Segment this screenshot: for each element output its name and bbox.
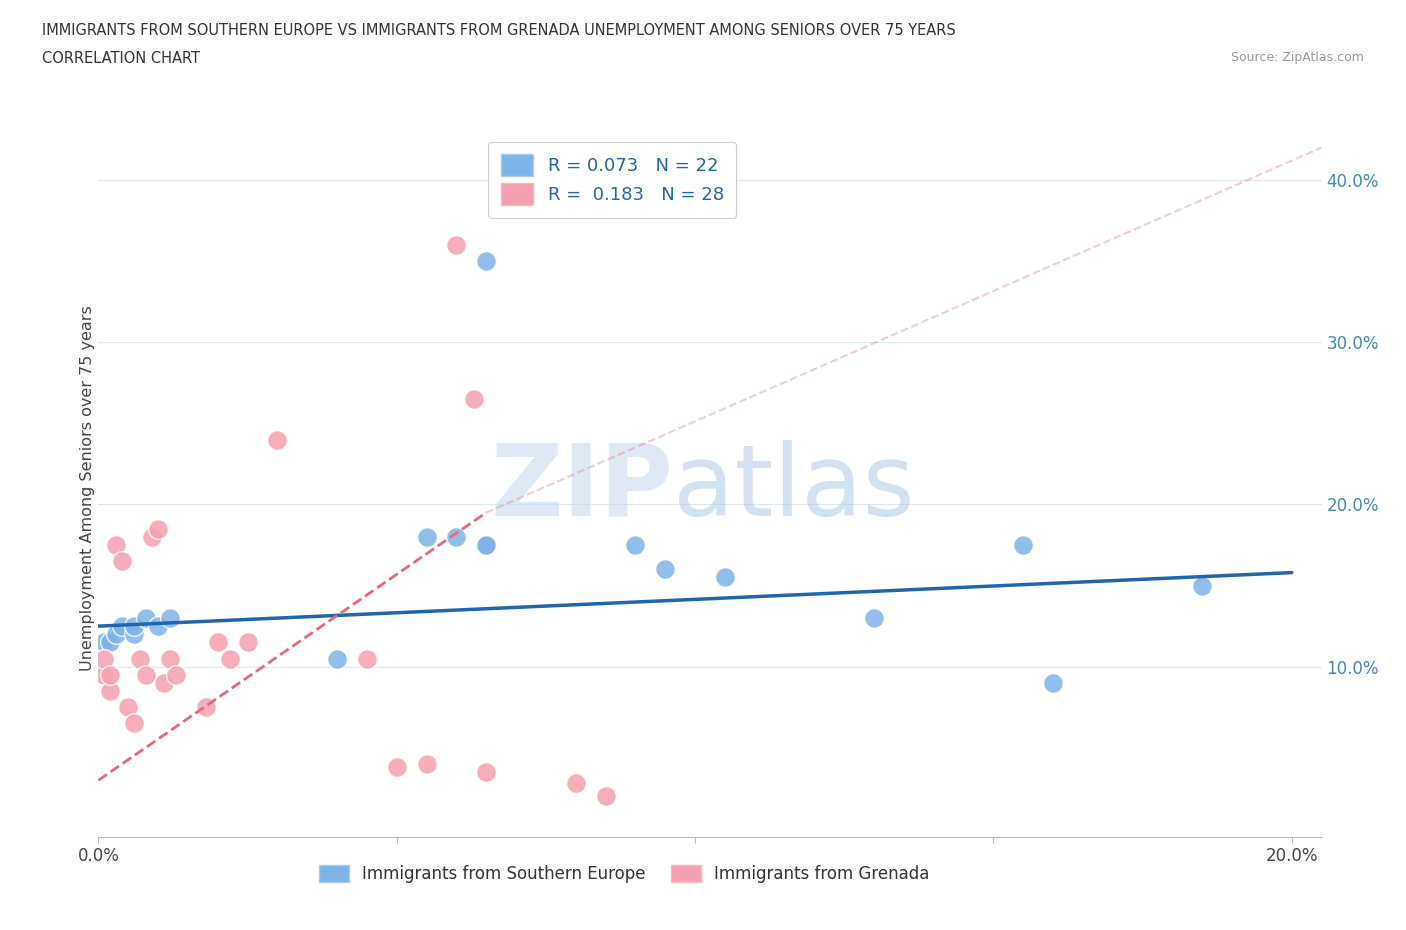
Point	[93, 668, 115, 683]
Legend: Immigrants from Southern Europe, Immigrants from Grenada: Immigrants from Southern Europe, Immigra…	[311, 857, 938, 892]
Point	[165, 668, 187, 683]
Point	[93, 651, 115, 666]
Point	[135, 668, 157, 683]
Point	[475, 538, 498, 552]
Point	[194, 699, 217, 714]
Point	[146, 618, 169, 633]
Text: Source: ZipAtlas.com: Source: ZipAtlas.com	[1230, 51, 1364, 64]
Point	[415, 757, 437, 772]
Point	[624, 538, 647, 552]
Point	[218, 651, 240, 666]
Point	[1042, 675, 1064, 690]
Point	[863, 611, 886, 626]
Point	[122, 627, 145, 642]
Point	[105, 538, 128, 552]
Point	[475, 538, 498, 552]
Point	[122, 618, 145, 633]
Point	[714, 570, 737, 585]
Point	[356, 651, 378, 666]
Point	[446, 529, 468, 544]
Point	[117, 699, 139, 714]
Point	[153, 675, 176, 690]
Y-axis label: Unemployment Among Seniors over 75 years: Unemployment Among Seniors over 75 years	[80, 305, 94, 671]
Text: atlas: atlas	[673, 440, 915, 537]
Point	[129, 651, 152, 666]
Point	[475, 764, 498, 779]
Point	[98, 635, 121, 650]
Point	[463, 392, 485, 406]
Point	[654, 562, 676, 577]
Point	[159, 651, 181, 666]
Point	[266, 432, 288, 447]
Point	[141, 529, 163, 544]
Point	[207, 635, 229, 650]
Point	[111, 618, 134, 633]
Text: IMMIGRANTS FROM SOUTHERN EUROPE VS IMMIGRANTS FROM GRENADA UNEMPLOYMENT AMONG SE: IMMIGRANTS FROM SOUTHERN EUROPE VS IMMIG…	[42, 23, 956, 38]
Point	[1191, 578, 1213, 593]
Point	[159, 611, 181, 626]
Point	[236, 635, 259, 650]
Point	[98, 684, 121, 698]
Point	[98, 668, 121, 683]
Point	[1012, 538, 1035, 552]
Point	[385, 760, 408, 775]
Text: CORRELATION CHART: CORRELATION CHART	[42, 51, 200, 66]
Point	[475, 254, 498, 269]
Point	[111, 553, 134, 568]
Point	[135, 611, 157, 626]
Point	[415, 529, 437, 544]
Point	[146, 522, 169, 537]
Point	[105, 627, 128, 642]
Text: ZIP: ZIP	[491, 440, 673, 537]
Point	[326, 651, 349, 666]
Point	[122, 716, 145, 731]
Point	[93, 635, 115, 650]
Point	[446, 237, 468, 252]
Point	[595, 789, 617, 804]
Point	[565, 776, 588, 790]
